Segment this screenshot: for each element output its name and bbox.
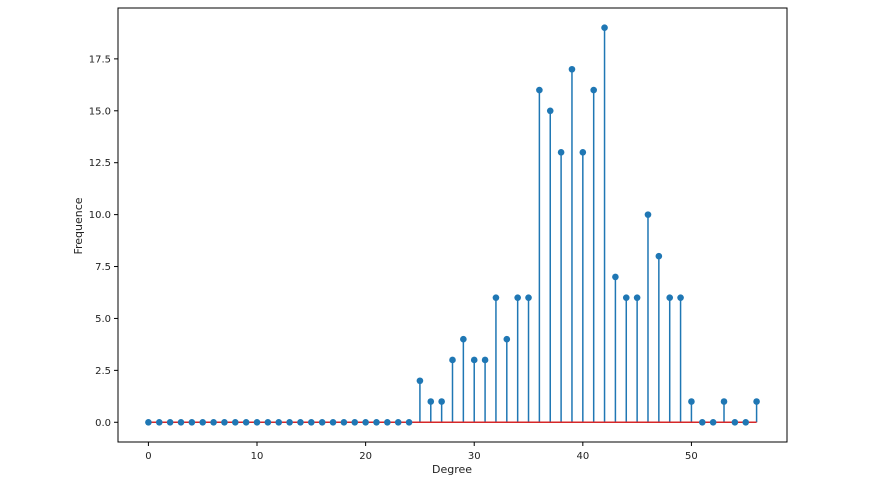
data-point: [514, 294, 521, 301]
data-point: [590, 86, 597, 94]
x-tick-label: 0: [145, 451, 151, 462]
data-point: [394, 418, 402, 426]
data-point: [308, 418, 315, 426]
data-point: [481, 356, 489, 364]
plot-frame: [117, 7, 788, 443]
data-point: [666, 294, 674, 301]
x-tick-label: 50: [685, 451, 698, 462]
y-tick-label: 15.0: [89, 106, 111, 117]
data-point: [188, 418, 196, 426]
y-tick-label: 7.5: [95, 262, 111, 273]
data-point: [644, 211, 652, 218]
data-point: [199, 418, 207, 426]
y-tick-label: 2.5: [95, 366, 111, 377]
data-point: [753, 398, 760, 405]
data-point: [286, 418, 293, 426]
data-point: [677, 294, 684, 301]
data-point: [438, 398, 445, 405]
data-point: [720, 398, 728, 405]
y-tick-label: 5.0: [95, 314, 111, 325]
plot-area: [145, 24, 760, 426]
data-point: [525, 294, 532, 301]
data-point: [536, 86, 543, 94]
data-point: [155, 418, 163, 426]
data-point: [698, 418, 706, 426]
y-axis-label: Frequence: [72, 197, 85, 254]
data-point: [384, 418, 391, 426]
data-point: [416, 377, 424, 385]
data-point: [742, 418, 750, 426]
data-point: [210, 418, 217, 426]
data-point: [546, 107, 554, 115]
data-point: [709, 418, 717, 426]
data-point: [655, 252, 663, 260]
data-point: [362, 418, 369, 426]
x-tick-label: 30: [468, 451, 481, 462]
data-point: [264, 418, 272, 426]
data-point: [731, 418, 739, 426]
y-axis: 0.0 2.5 5.0 7.5 10.0 12.5 15.0 17.5: [89, 54, 118, 429]
data-point: [568, 65, 576, 73]
x-tick-label: 20: [359, 451, 372, 462]
y-tick-label: 10.0: [89, 210, 111, 221]
y-tick-label: 0.0: [95, 418, 111, 429]
x-axis: 0 10 20 30 40 50: [145, 442, 698, 462]
data-point: [242, 418, 250, 426]
data-point: [460, 335, 467, 343]
x-axis-label: Degree: [432, 463, 472, 476]
data-point: [557, 149, 565, 156]
data-point: [231, 418, 239, 426]
data-point: [579, 149, 587, 156]
y-tick-label: 12.5: [89, 158, 111, 169]
data-point: [275, 418, 283, 426]
data-point: [427, 398, 435, 405]
data-point: [633, 294, 641, 301]
data-point: [166, 418, 174, 426]
data-point: [612, 273, 619, 281]
data-point: [405, 418, 413, 426]
data-point: [351, 418, 359, 426]
data-point: [622, 294, 630, 301]
data-point: [329, 418, 337, 426]
data-point: [318, 418, 326, 426]
data-point: [601, 24, 608, 32]
data-point: [177, 418, 185, 426]
data-point: [449, 356, 456, 364]
data-point: [503, 335, 511, 343]
data-point: [145, 418, 152, 426]
data-point: [253, 418, 261, 426]
data-point: [340, 418, 348, 426]
x-tick-label: 40: [576, 451, 589, 462]
x-tick-label: 10: [251, 451, 264, 462]
data-point: [688, 398, 695, 405]
data-point: [492, 294, 500, 301]
data-point: [470, 356, 478, 364]
data-point: [221, 418, 228, 426]
y-tick-label: 17.5: [89, 54, 111, 65]
data-point: [297, 418, 304, 426]
data-point: [373, 418, 380, 426]
